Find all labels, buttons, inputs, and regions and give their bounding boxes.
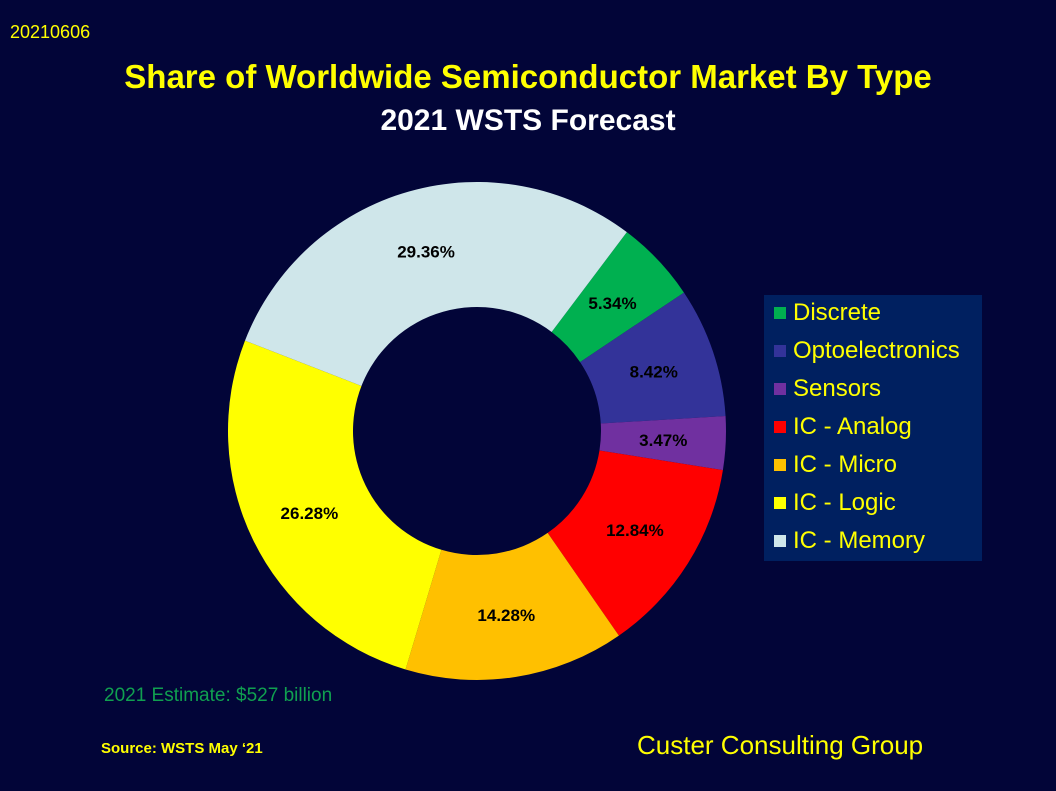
slice-label: 14.28%: [477, 606, 535, 625]
estimate-note: 2021 Estimate: $527 billion: [104, 685, 333, 706]
slice-label: 3.47%: [639, 431, 687, 450]
legend-swatch: [774, 421, 786, 433]
legend-label: IC - Logic: [793, 489, 896, 516]
slice-ic-micro: [405, 532, 619, 680]
legend-item: Optoelectronics: [774, 333, 960, 369]
legend-swatch: [774, 497, 786, 509]
slice-labels: 5.34% 8.42% 3.47% 12.84% 14.28% 26.28% 29.36%: [281, 243, 688, 626]
legend-label: Optoelectronics: [793, 337, 960, 364]
legend-label: IC - Analog: [793, 413, 912, 440]
legend-swatch: [774, 459, 786, 471]
donut-slices: [228, 182, 726, 680]
slice-ic-logic: [228, 340, 442, 670]
legend-item: IC - Micro: [774, 447, 897, 483]
legend: Discrete Optoelectronics Sensors IC - Analo…: [764, 295, 982, 561]
slice-discrete: [551, 232, 684, 363]
chart-subtitle: 2021 WSTS Forecast: [380, 104, 676, 137]
legend-item: IC - Memory: [774, 523, 925, 559]
legend-label: IC - Micro: [793, 451, 897, 478]
slice-label: 29.36%: [397, 243, 455, 262]
legend-item: IC - Analog: [774, 409, 912, 445]
slice-label: 8.42%: [630, 362, 678, 381]
legend-item: Discrete: [774, 295, 881, 331]
slice-ic-memory: [244, 182, 627, 386]
legend-swatch: [774, 383, 786, 395]
legend-swatch: [774, 535, 786, 547]
legend-swatch: [774, 345, 786, 357]
legend-swatch: [774, 307, 786, 319]
legend-item: Sensors: [774, 371, 881, 407]
legend-label: Discrete: [793, 299, 882, 326]
legend-label: Sensors: [793, 375, 882, 402]
legend-item: IC - Logic: [774, 485, 896, 521]
legend-label: IC - Memory: [793, 527, 925, 554]
slice-label: 5.34%: [588, 294, 636, 313]
slice-optoelectronics: [580, 292, 726, 424]
slice-sensors: [599, 415, 726, 471]
slice-label: 12.84%: [606, 521, 664, 540]
source-note: Source: WSTS May ‘21: [101, 740, 263, 757]
company-name: Custer Consulting Group: [637, 730, 924, 760]
slice-label: 26.28%: [281, 504, 339, 523]
slice-ic-analog: [547, 450, 723, 636]
date-stamp: 20210606: [10, 22, 91, 42]
chart-title: Share of Worldwide Semiconductor Market …: [124, 58, 932, 95]
